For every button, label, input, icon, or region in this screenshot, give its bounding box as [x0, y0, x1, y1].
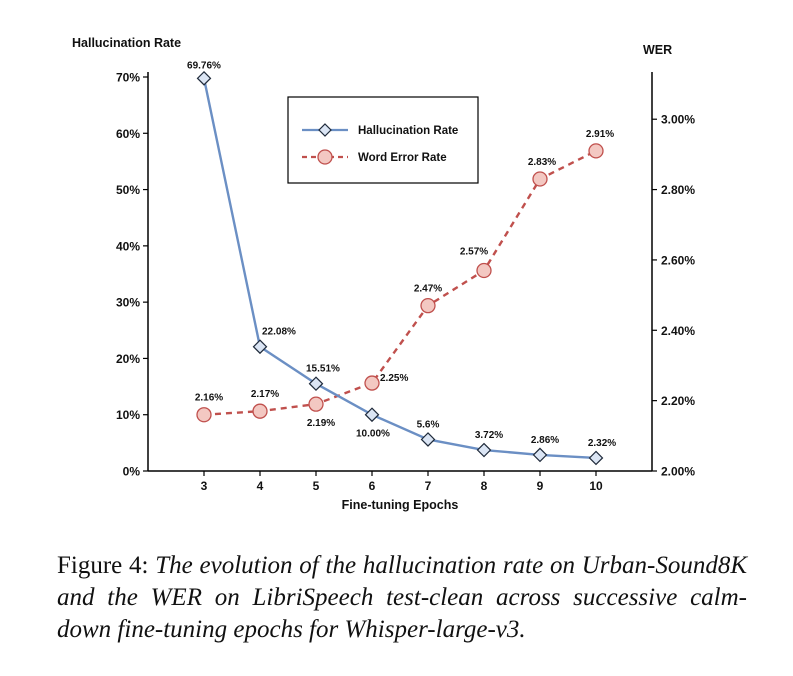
chart: 0% 10% 20% 30% 40% 50% 60% 70% 2.00% 2.20% 2.40% 2.…: [72, 36, 695, 512]
legend-wer-marker: [317, 149, 333, 165]
left-tick-label: 60%: [116, 127, 140, 141]
y-axis-left-title: Hallucination Rate: [72, 36, 181, 50]
wer-series-line: [203, 149, 597, 416]
wer-data-label: 2.25%: [380, 373, 408, 384]
legend-box: [287, 96, 479, 184]
left-tick-label: 50%: [116, 183, 140, 197]
left-tick-label: 10%: [116, 408, 140, 422]
chart-svg: 0% 10% 20% 30% 40% 50% 60% 70% 2.00% 2.20% 2.40% 2.…: [72, 36, 695, 512]
caption-prefix: Figure 4:: [57, 552, 156, 579]
caption-text: The evolution of the hallucination rate …: [57, 552, 747, 643]
wer-point: [588, 143, 604, 159]
hallucination-point: [532, 447, 548, 463]
wer-data-label: 2.19%: [307, 418, 335, 429]
wer-point: [308, 396, 324, 412]
right-tick-label: 2.00%: [661, 465, 695, 479]
wer-data-label: 2.91%: [586, 129, 614, 140]
legend-hallucination-marker: [318, 123, 332, 137]
wer-point: [252, 403, 268, 419]
hallucination-data-label: 3.72%: [475, 430, 503, 441]
legend-hallucination-label: Hallucination Rate: [358, 125, 458, 137]
hallucination-point: [196, 71, 212, 86]
hallucination-data-label: 10.00%: [356, 429, 390, 440]
wer-data-label: 2.57%: [460, 246, 488, 257]
hallucination-point: [476, 442, 492, 458]
hallucination-series-line: [202, 78, 597, 460]
hallucination-data-label: 69.76%: [187, 60, 221, 71]
x-tick-label: 7: [425, 479, 432, 493]
left-tick-label: 30%: [116, 296, 140, 310]
wer-point: [476, 262, 492, 279]
legend-wer-label: Word Error Rate: [358, 152, 447, 164]
x-tick-label: 6: [369, 479, 376, 493]
right-tick-label: 2.60%: [661, 253, 695, 267]
hallucination-point: [588, 450, 604, 466]
x-tick-label: 5: [313, 479, 320, 493]
wer-point: [420, 298, 436, 314]
wer-data-label: 2.17%: [251, 389, 279, 400]
left-tick-label: 40%: [116, 239, 140, 253]
hallucination-point: [364, 407, 380, 423]
wer-point: [532, 171, 548, 187]
hallucination-data-label: 22.08%: [262, 327, 296, 338]
hallucination-data-label: 2.32%: [588, 438, 616, 449]
wer-point: [196, 407, 212, 423]
hallucination-data-label: 5.6%: [417, 419, 440, 430]
right-tick-label: 2.40%: [661, 324, 695, 338]
wer-data-label: 2.47%: [414, 284, 442, 295]
left-tick-label: 20%: [116, 352, 140, 366]
left-tick-label: 0%: [123, 465, 141, 479]
right-tick-label: 2.20%: [661, 394, 695, 408]
left-tick-label: 70%: [116, 71, 140, 85]
hallucination-point: [420, 432, 436, 447]
right-tick-label: 3.00%: [661, 113, 695, 127]
figure-caption: Figure 4: The evolution of the hallucina…: [57, 550, 747, 646]
y-axis-right-title: WER: [643, 43, 672, 57]
x-tick-label: 9: [537, 479, 544, 493]
hallucination-data-label: 2.86%: [531, 435, 559, 446]
x-tick-label: 3: [201, 479, 208, 493]
x-tick-label: 10: [589, 479, 603, 493]
hallucination-point: [308, 376, 324, 392]
right-tick-label: 2.80%: [661, 183, 695, 197]
wer-data-label: 2.16%: [195, 393, 223, 404]
wer-point: [364, 375, 380, 391]
hallucination-point: [252, 339, 268, 355]
x-tick-label: 8: [481, 479, 488, 493]
x-axis-title: Fine-tuning Epochs: [342, 498, 459, 512]
wer-data-label: 2.83%: [528, 157, 556, 168]
x-tick-label: 4: [257, 479, 264, 493]
hallucination-data-label: 15.51%: [306, 364, 340, 375]
